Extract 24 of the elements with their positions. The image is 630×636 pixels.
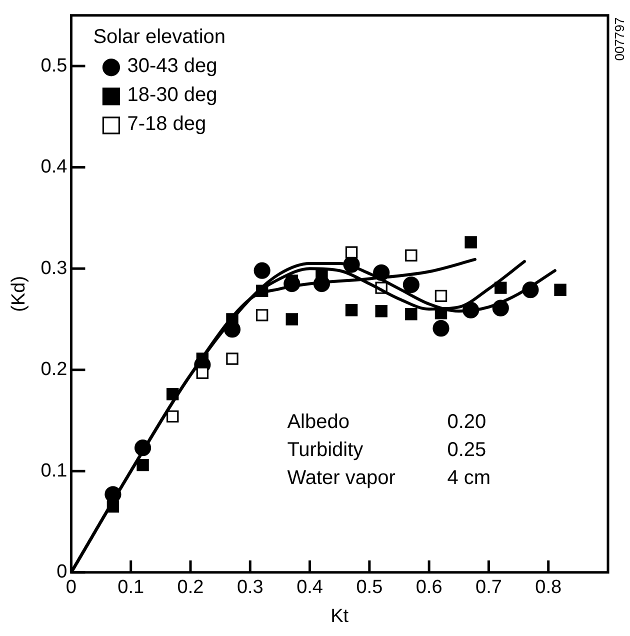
y-tick-label: 0.1 xyxy=(40,460,68,482)
y-tick-label: 0.2 xyxy=(40,359,68,380)
x-tick-label: 0.3 xyxy=(236,577,264,598)
x-axis-title: Kt xyxy=(330,606,350,627)
y-tick-label: 0.5 xyxy=(40,55,68,76)
x-tick-label: 0.2 xyxy=(177,577,204,598)
x-tick-label: 0.6 xyxy=(416,577,442,598)
text: Albedo 0.20 xyxy=(287,410,486,433)
x-tick-label: 0.1 xyxy=(118,577,144,598)
text: Water vapor 4 cm xyxy=(287,466,491,489)
y-tick-label: 0.4 xyxy=(40,156,68,178)
x-tick-label: 0.7 xyxy=(476,577,502,598)
y-axis-title: (Kd) xyxy=(8,276,30,312)
y-tick-label: 0 xyxy=(56,562,68,583)
legend-title: Solar elevation xyxy=(93,26,226,48)
x-tick-label: 0.5 xyxy=(356,577,383,598)
x-tick-label: 0.4 xyxy=(296,577,324,598)
legend-label: 7-18 deg xyxy=(127,112,206,135)
text: Turbidity 0.25 xyxy=(287,438,486,461)
x-tick-label: 0.8 xyxy=(535,577,562,598)
y-tick-label: 0.3 xyxy=(40,258,68,279)
legend-label: 18-30 deg xyxy=(127,84,218,106)
text: 007797 xyxy=(612,17,628,61)
legend-label: 30-43 deg xyxy=(127,54,218,77)
